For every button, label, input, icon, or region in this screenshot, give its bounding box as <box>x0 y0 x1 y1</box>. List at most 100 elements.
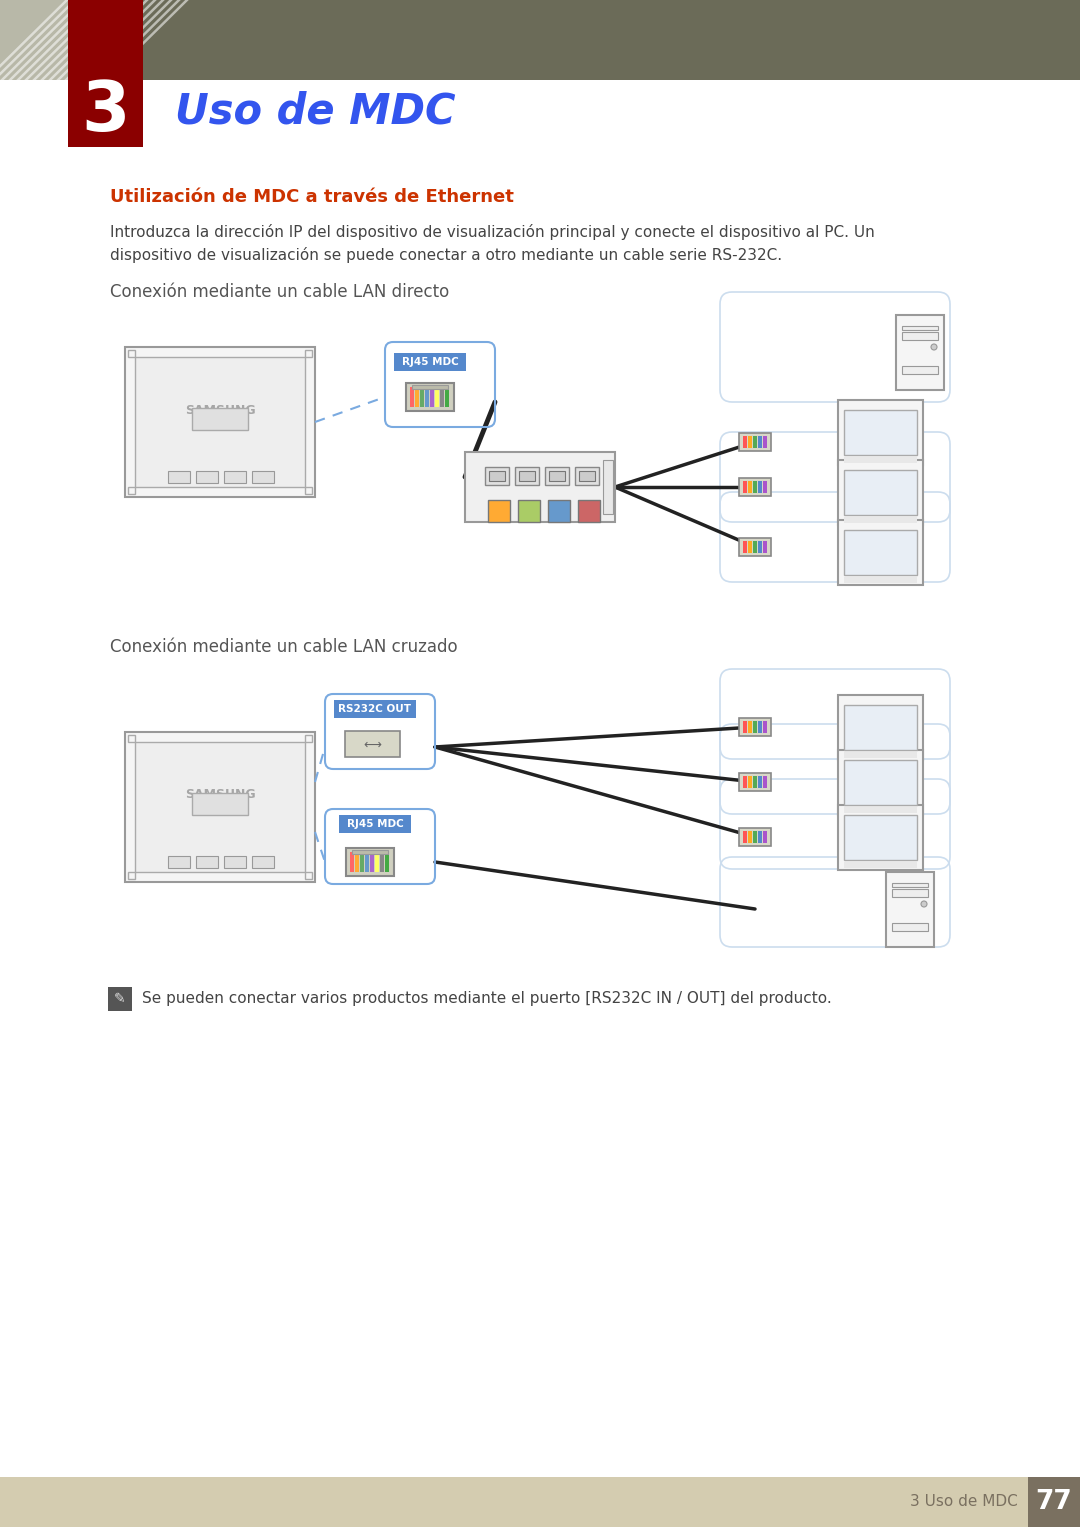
Circle shape <box>921 901 927 907</box>
Bar <box>837 460 922 524</box>
Bar <box>753 541 757 553</box>
Bar <box>739 773 771 791</box>
Bar <box>837 695 922 759</box>
Text: 3 Uso de MDC: 3 Uso de MDC <box>910 1495 1018 1510</box>
Bar <box>843 814 917 860</box>
Bar <box>334 699 416 718</box>
Bar <box>748 776 752 788</box>
Bar <box>739 538 771 556</box>
Bar <box>743 831 747 843</box>
Text: Conexión mediante un cable LAN directo: Conexión mediante un cable LAN directo <box>110 282 449 301</box>
Text: 3: 3 <box>81 78 130 145</box>
Bar <box>748 541 752 553</box>
Bar <box>762 721 767 733</box>
Bar <box>305 734 312 742</box>
Bar <box>886 872 934 947</box>
Bar <box>762 541 767 553</box>
Bar <box>843 759 917 805</box>
Bar <box>305 350 312 357</box>
Bar <box>748 437 752 447</box>
Bar <box>753 481 757 493</box>
Text: dispositivo de visualización se puede conectar a otro mediante un cable serie RS: dispositivo de visualización se puede co… <box>110 247 782 263</box>
Bar <box>129 350 135 357</box>
Bar <box>743 776 747 788</box>
Bar <box>896 315 944 389</box>
Bar <box>902 325 939 330</box>
Bar <box>415 386 419 408</box>
Bar <box>380 852 384 872</box>
Bar <box>902 331 939 341</box>
Bar <box>748 481 752 493</box>
Bar <box>305 872 312 880</box>
Bar <box>426 386 429 408</box>
Bar <box>758 541 762 553</box>
Bar <box>430 386 434 408</box>
Bar <box>548 499 570 522</box>
Bar <box>603 460 613 515</box>
Bar <box>758 776 762 788</box>
Bar <box>135 357 305 487</box>
Bar <box>739 718 771 736</box>
Bar <box>753 721 757 733</box>
Bar <box>370 852 374 872</box>
Bar <box>125 347 315 496</box>
Bar <box>0 0 1080 79</box>
Bar <box>837 805 922 869</box>
Text: Uso de MDC: Uso de MDC <box>175 92 456 133</box>
Bar <box>519 470 535 481</box>
Bar <box>762 831 767 843</box>
Text: Introduzca la dirección IP del dispositivo de visualización principal y conecte : Introduzca la dirección IP del dispositi… <box>110 224 875 240</box>
Bar <box>843 577 917 582</box>
Bar <box>892 922 928 931</box>
Bar <box>420 386 424 408</box>
Bar <box>843 469 917 515</box>
Bar <box>843 409 917 455</box>
Bar <box>135 742 305 872</box>
Bar <box>350 852 354 872</box>
Bar <box>578 499 600 522</box>
Circle shape <box>931 344 937 350</box>
Text: Se pueden conectar varios productos mediante el puerto [RS232C IN / OUT] del pro: Se pueden conectar varios productos medi… <box>141 991 832 1006</box>
Bar <box>575 467 599 486</box>
Bar <box>360 852 364 872</box>
Bar <box>739 434 771 450</box>
Bar <box>837 750 922 814</box>
Bar <box>168 470 190 483</box>
Bar <box>743 541 747 553</box>
Bar <box>0 1477 1080 1527</box>
Text: ⟷: ⟷ <box>363 739 381 751</box>
Bar <box>892 883 928 887</box>
Bar <box>1028 1477 1080 1527</box>
Bar <box>748 831 752 843</box>
Text: RJ45 MDC: RJ45 MDC <box>347 818 403 829</box>
Bar <box>440 386 444 408</box>
Bar <box>843 457 917 463</box>
Bar <box>129 734 135 742</box>
Text: ✎: ✎ <box>114 993 125 1006</box>
Bar <box>515 467 539 486</box>
Bar <box>753 831 757 843</box>
Bar <box>843 516 917 522</box>
Bar <box>758 831 762 843</box>
Bar <box>411 385 448 389</box>
Bar <box>549 470 565 481</box>
Text: SAMSUNG: SAMSUNG <box>185 788 255 802</box>
Bar <box>435 386 438 408</box>
Text: RS232C OUT: RS232C OUT <box>338 704 411 715</box>
Bar <box>758 721 762 733</box>
Bar <box>579 470 595 481</box>
Bar <box>465 452 615 522</box>
Bar <box>762 776 767 788</box>
Bar <box>355 852 359 872</box>
Bar <box>843 806 917 812</box>
Bar <box>195 857 218 867</box>
Text: Utilización de MDC a través de Ethernet: Utilización de MDC a través de Ethernet <box>110 188 514 206</box>
Bar <box>345 731 400 757</box>
Bar <box>902 366 939 374</box>
Bar <box>224 470 246 483</box>
Bar <box>445 386 449 408</box>
Bar <box>892 889 928 896</box>
Bar <box>545 467 569 486</box>
Bar <box>843 704 917 750</box>
Bar <box>168 857 190 867</box>
